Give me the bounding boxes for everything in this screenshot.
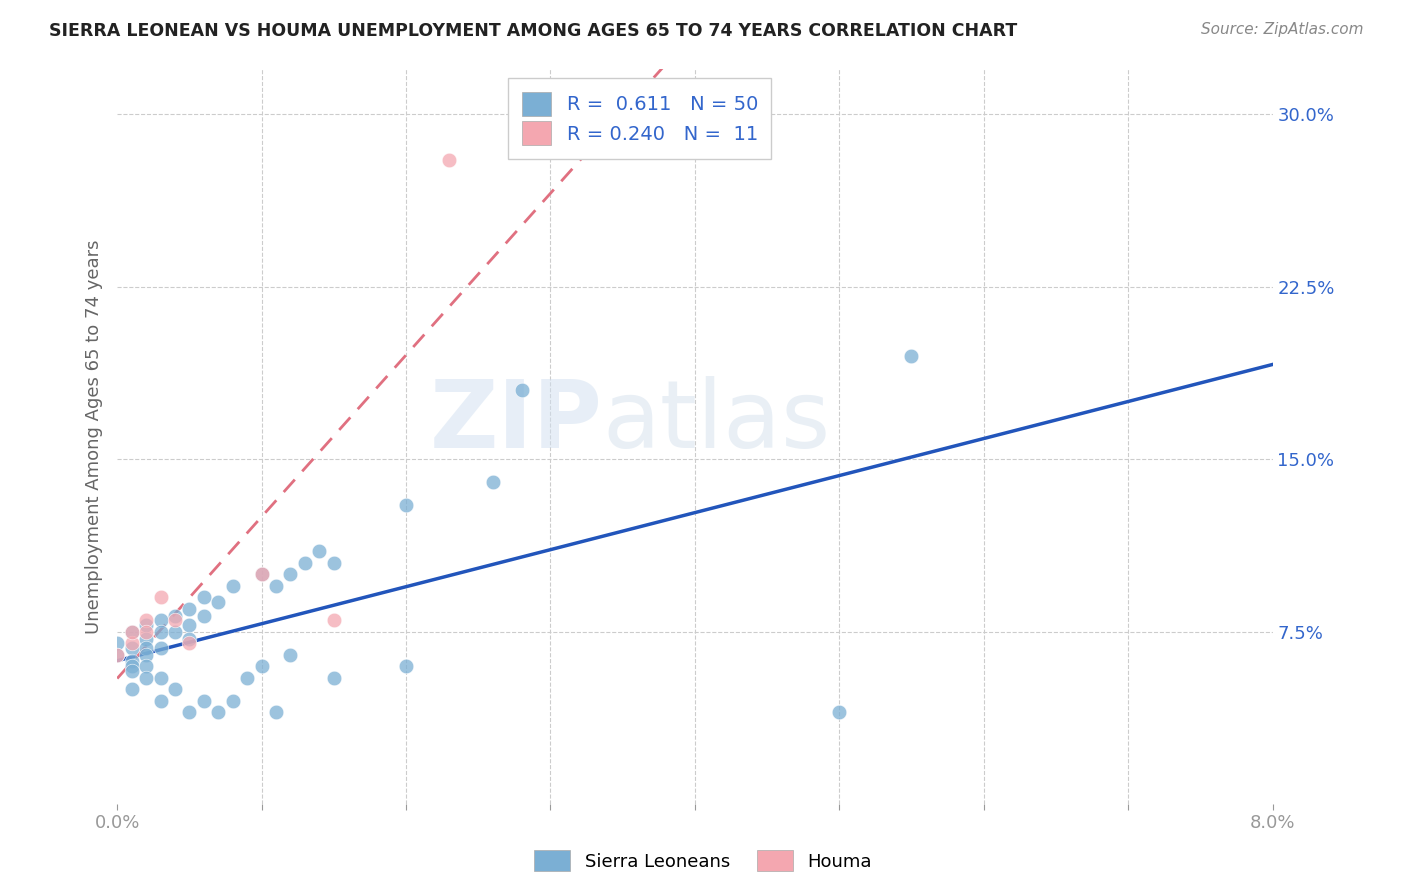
Point	[135, 624, 157, 639]
Point	[135, 659, 157, 673]
Point	[264, 579, 287, 593]
Point	[105, 648, 128, 662]
Point	[179, 601, 201, 615]
Point	[121, 664, 143, 678]
Point	[322, 671, 344, 685]
Point	[280, 648, 302, 662]
Point	[481, 475, 503, 490]
Point	[222, 693, 245, 707]
Point	[135, 632, 157, 646]
Point	[250, 567, 273, 582]
Point	[193, 590, 215, 604]
Point	[163, 681, 186, 696]
Text: SIERRA LEONEAN VS HOUMA UNEMPLOYMENT AMONG AGES 65 TO 74 YEARS CORRELATION CHART: SIERRA LEONEAN VS HOUMA UNEMPLOYMENT AMO…	[49, 22, 1018, 40]
Point	[250, 659, 273, 673]
Point	[179, 636, 201, 650]
Point	[149, 613, 172, 627]
Point	[395, 659, 418, 673]
Y-axis label: Unemployment Among Ages 65 to 74 years: Unemployment Among Ages 65 to 74 years	[86, 239, 103, 633]
Point	[439, 153, 461, 168]
Point	[280, 567, 302, 582]
Point	[135, 617, 157, 632]
Point	[193, 608, 215, 623]
Point	[179, 632, 201, 646]
Point	[322, 613, 344, 627]
Point	[395, 498, 418, 512]
Point	[193, 693, 215, 707]
Point	[135, 613, 157, 627]
Point	[179, 617, 201, 632]
Legend: Sierra Leoneans, Houma: Sierra Leoneans, Houma	[527, 843, 879, 879]
Point	[149, 671, 172, 685]
Text: atlas: atlas	[602, 376, 831, 467]
Point	[121, 624, 143, 639]
Point	[135, 671, 157, 685]
Point	[135, 640, 157, 655]
Point	[900, 349, 922, 363]
Point	[294, 556, 316, 570]
Point	[308, 544, 330, 558]
Point	[179, 705, 201, 719]
Point	[121, 640, 143, 655]
Text: ZIP: ZIP	[430, 376, 602, 467]
Point	[207, 595, 229, 609]
Point	[105, 636, 128, 650]
Point	[222, 579, 245, 593]
Point	[236, 671, 259, 685]
Point	[510, 384, 533, 398]
Text: Source: ZipAtlas.com: Source: ZipAtlas.com	[1201, 22, 1364, 37]
Point	[828, 705, 851, 719]
Legend: R =  0.611   N = 50, R = 0.240   N =  11: R = 0.611 N = 50, R = 0.240 N = 11	[508, 78, 772, 159]
Point	[135, 648, 157, 662]
Point	[105, 648, 128, 662]
Point	[163, 624, 186, 639]
Point	[163, 608, 186, 623]
Point	[149, 693, 172, 707]
Point	[121, 655, 143, 669]
Point	[163, 613, 186, 627]
Point	[121, 681, 143, 696]
Point	[121, 636, 143, 650]
Point	[121, 624, 143, 639]
Point	[250, 567, 273, 582]
Point	[149, 590, 172, 604]
Point	[264, 705, 287, 719]
Point	[149, 640, 172, 655]
Point	[149, 624, 172, 639]
Point	[121, 659, 143, 673]
Point	[322, 556, 344, 570]
Point	[207, 705, 229, 719]
